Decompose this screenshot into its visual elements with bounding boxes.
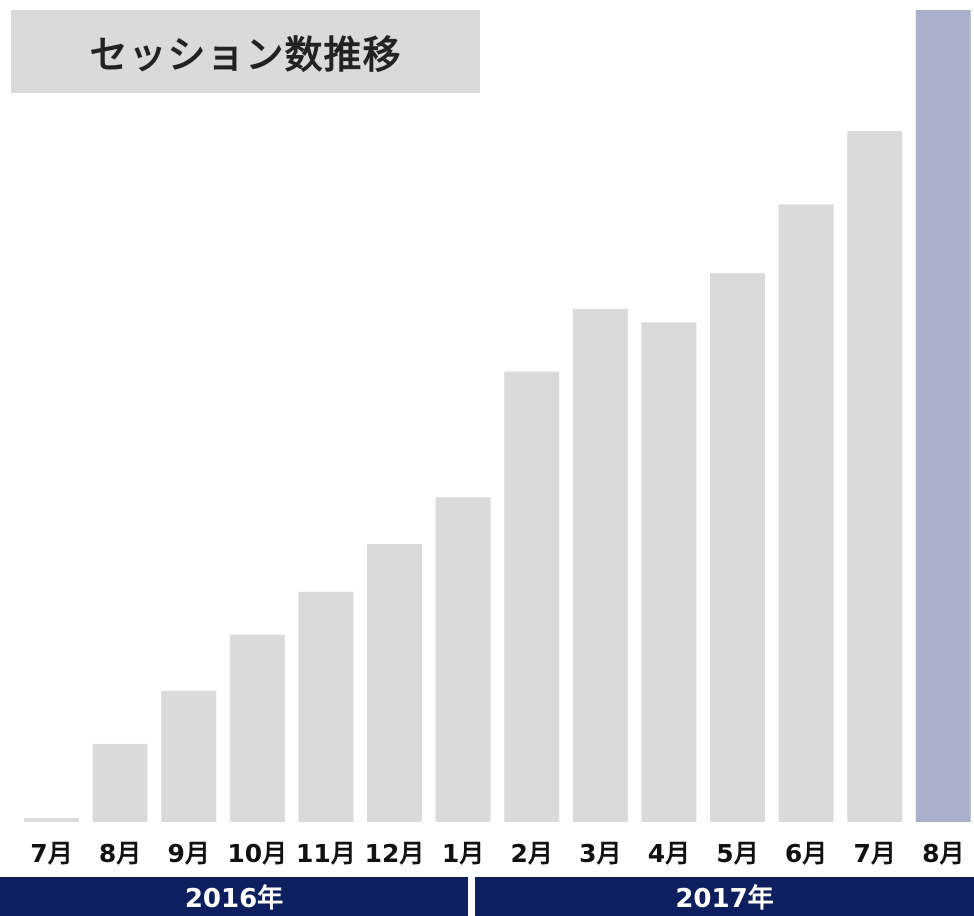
x-tick-label: 6月 xyxy=(785,839,827,868)
bar-6 xyxy=(367,544,422,822)
bar-4 xyxy=(229,634,285,822)
year-label-2017: 2017年 xyxy=(675,884,774,914)
x-tick-label: 8月 xyxy=(922,839,964,868)
x-tick-label: 10月 xyxy=(227,839,287,868)
bar-5 xyxy=(298,591,354,822)
bar-10 xyxy=(641,322,697,822)
x-tick-label: 1月 xyxy=(442,839,484,868)
x-tick-label: 12月 xyxy=(365,839,425,868)
bar-2 xyxy=(92,743,148,822)
x-tick-label: 7月 xyxy=(853,839,895,868)
bar-12 xyxy=(778,204,834,822)
bar-7 xyxy=(435,497,491,822)
x-tick-label: 7月 xyxy=(30,839,72,868)
bar-1 xyxy=(24,818,79,822)
year-band-2016: 2016年 xyxy=(0,877,468,916)
bar-9 xyxy=(572,309,628,822)
x-tick-label: 8月 xyxy=(99,839,141,868)
bar-11 xyxy=(710,273,765,823)
bar-14 xyxy=(915,10,971,822)
x-tick-label: 5月 xyxy=(716,839,758,868)
year-label-2016: 2016年 xyxy=(184,884,284,914)
x-tick-label: 9月 xyxy=(167,839,209,868)
bar-13 xyxy=(847,131,903,822)
bar-8 xyxy=(504,371,560,822)
chart-title-box: セッション数推移 xyxy=(11,10,480,93)
x-tick-label: 4月 xyxy=(648,839,690,868)
year-band-2017: 2017年 xyxy=(475,877,974,916)
bar-3 xyxy=(161,690,217,822)
chart-title: セッション数推移 xyxy=(89,33,402,77)
x-tick-label: 11月 xyxy=(296,839,356,868)
x-tick-label: 3月 xyxy=(579,839,621,868)
x-tick-label: 2月 xyxy=(510,839,552,868)
